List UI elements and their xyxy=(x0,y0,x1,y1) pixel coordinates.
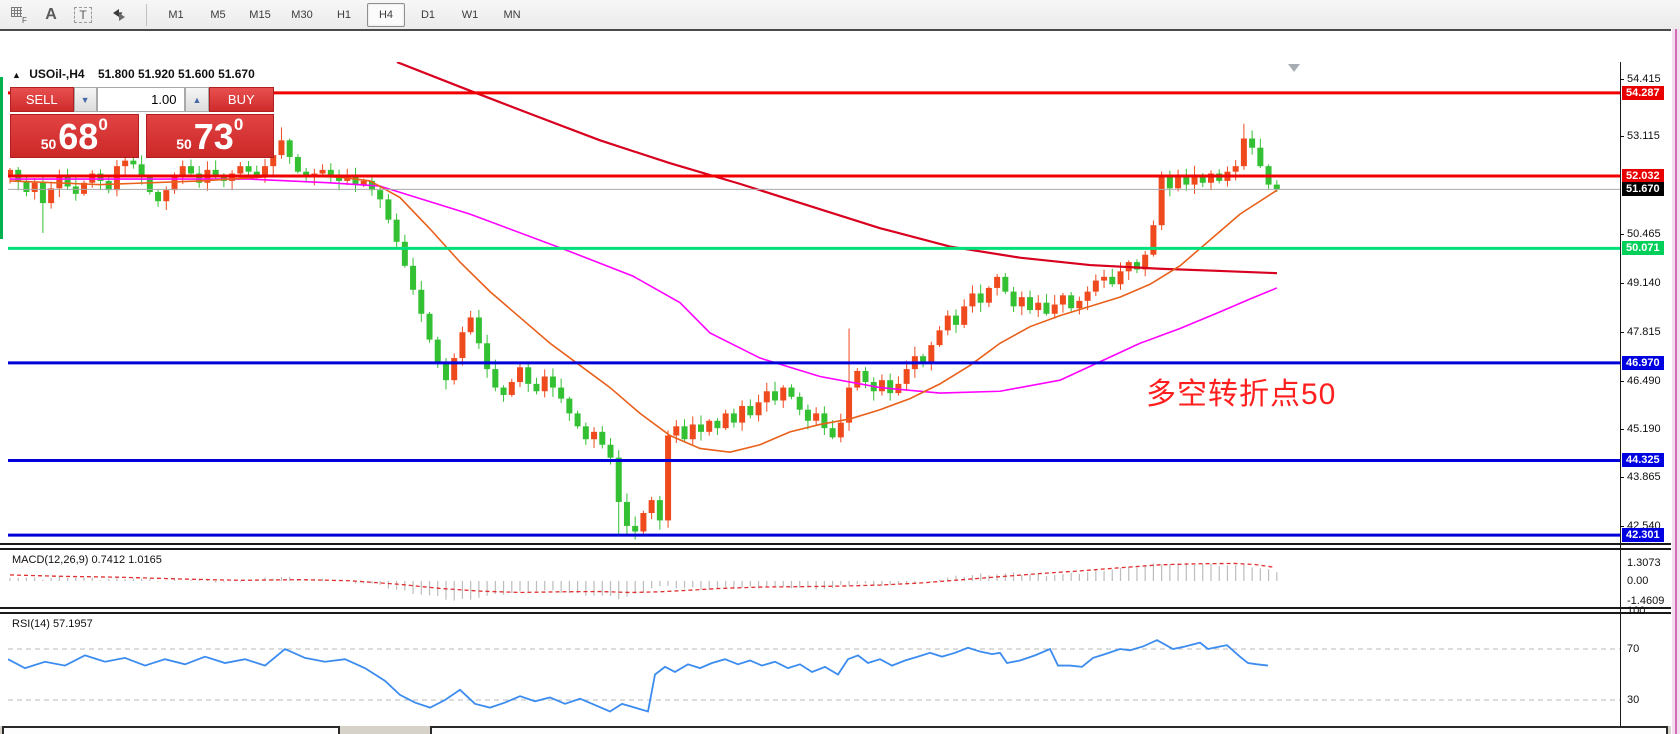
macd-indicator[interactable] xyxy=(8,550,1621,606)
letter-a: A xyxy=(45,5,57,23)
timeframe-button-m5[interactable]: M5 xyxy=(210,8,226,21)
price-tick-label: 53.115 xyxy=(1627,130,1660,143)
timeframe-button-d1[interactable]: D1 xyxy=(420,8,436,21)
macd-label: MACD(12,26,9) 0.7412 1.0165 xyxy=(12,554,162,566)
timeframe-button-m30[interactable]: M30 xyxy=(291,8,313,21)
one-click-trade-panel: SELL ▼ 1.00 ▲ BUY 50 68 0 50 73 0 xyxy=(10,87,274,158)
timeframe-button-w1[interactable]: W1 xyxy=(461,8,479,21)
buy-price-button[interactable]: 50 73 0 xyxy=(145,114,274,158)
price-badge: 42.301 xyxy=(1622,528,1664,543)
symbol-period-label: USOil-,H4 xyxy=(29,67,85,81)
panel-separator[interactable] xyxy=(0,543,1671,550)
sell-price-big: 68 xyxy=(58,116,99,157)
price-tick xyxy=(1620,79,1624,80)
background-window-edge[interactable] xyxy=(430,726,1668,734)
chart-shift-marker-icon[interactable] xyxy=(1288,64,1300,72)
macd-axis-label: 1.3073 xyxy=(1627,557,1661,570)
sell-price-small: 50 xyxy=(40,136,57,152)
price-tick xyxy=(1620,282,1624,284)
macd-axis-label: 0.00 xyxy=(1627,575,1649,587)
price-tick-label: 54.415 xyxy=(1627,73,1661,85)
rsi-indicator[interactable] xyxy=(8,614,1621,734)
timeframe-button-m15[interactable]: M15 xyxy=(249,8,271,21)
background-windows-strip xyxy=(0,726,1680,734)
price-tick xyxy=(1620,380,1624,382)
price-tick xyxy=(1620,477,1624,479)
rsi-axis-label: 100 xyxy=(1627,604,1646,617)
letter-t: T xyxy=(74,6,92,23)
ohlc-readout: 51.800 51.920 51.600 51.670 xyxy=(97,67,255,81)
sell-price-button[interactable]: 50 68 0 xyxy=(10,114,139,158)
scrollbar-thumb[interactable] xyxy=(1675,29,1677,734)
timeframe-button-h4[interactable]: H4 xyxy=(367,2,405,27)
price-tick xyxy=(1620,428,1624,430)
arrow-objects-glyph xyxy=(113,8,125,21)
volume-up-button[interactable]: ▲ xyxy=(185,87,209,112)
grid-f-icon-glyph: F xyxy=(11,6,27,24)
background-window-edge[interactable] xyxy=(2,726,340,734)
price-tick-label: 50.465 xyxy=(1627,227,1661,240)
collapse-icon[interactable]: ▲ xyxy=(12,70,21,80)
chart-title: ▲ USOil-,H4 51.800 51.920 51.600 51.670 xyxy=(12,67,255,81)
price-badge: 51.670 xyxy=(1622,182,1664,197)
chart-window: ▲ USOil-,H4 51.800 51.920 51.600 51.670 … xyxy=(0,29,1671,734)
price-tick xyxy=(1620,136,1624,138)
price-tick-label: 45.190 xyxy=(1627,422,1661,435)
panel-separator[interactable] xyxy=(0,607,1671,614)
price-tick xyxy=(1620,526,1624,528)
price-tick xyxy=(1620,233,1624,235)
toolbar: F A T ▼ M1 M5 M15 M30 H1 H4 D1 W1 MN xyxy=(0,0,1680,30)
rsi-axis-label: 70 xyxy=(1627,643,1640,655)
price-tick-label: 49.140 xyxy=(1627,276,1661,289)
chart-annotation-text: 多空转折点50 xyxy=(1146,378,1337,411)
price-axis-border xyxy=(1620,62,1621,734)
timeframe-buttons: M1 M5 M15 M30 H1 H4 D1 W1 MN xyxy=(155,2,533,27)
text-label-icon[interactable]: A xyxy=(38,3,64,27)
textbox-icon[interactable]: T xyxy=(70,3,96,27)
volume-input[interactable]: 1.00 xyxy=(96,87,186,112)
vertical-scrollbar[interactable] xyxy=(1671,29,1680,734)
price-tick-label: 43.865 xyxy=(1627,471,1661,484)
grid-f-icon[interactable]: F xyxy=(6,3,32,27)
rsi-label: RSI(14) 57.1957 xyxy=(12,618,93,630)
sell-price-sup: 0 xyxy=(98,115,108,134)
timeframe-button-mn[interactable]: MN xyxy=(503,8,521,21)
price-tick xyxy=(1620,331,1624,333)
macd-axis-label: -1.4609 xyxy=(1627,594,1665,607)
arrow-objects-icon[interactable]: ▼ xyxy=(102,3,136,27)
price-badge: 52.032 xyxy=(1622,169,1664,184)
volume-down-button[interactable]: ▼ xyxy=(73,87,97,112)
sell-button[interactable]: SELL xyxy=(10,87,74,112)
buy-price-sup: 0 xyxy=(233,115,244,134)
buy-price-small: 50 xyxy=(176,136,192,152)
price-badge: 54.287 xyxy=(1622,85,1664,100)
price-badge: 46.970 xyxy=(1622,355,1664,370)
toolbar-separator xyxy=(146,3,147,26)
price-tick-label: 47.815 xyxy=(1627,325,1661,338)
price-badge: 44.325 xyxy=(1622,453,1664,468)
svg-text:F: F xyxy=(22,16,27,24)
buy-price-big: 73 xyxy=(193,116,234,157)
price-chart[interactable] xyxy=(8,62,1621,544)
timeframe-button-m1[interactable]: M1 xyxy=(168,8,184,21)
left-edge-artifact xyxy=(0,77,3,239)
price-badge: 50.071 xyxy=(1622,241,1664,256)
buy-button[interactable]: BUY xyxy=(208,87,274,112)
rsi-axis-label: 30 xyxy=(1627,694,1640,706)
price-tick-label: 46.490 xyxy=(1627,374,1661,387)
timeframe-button-h1[interactable]: H1 xyxy=(336,8,352,21)
